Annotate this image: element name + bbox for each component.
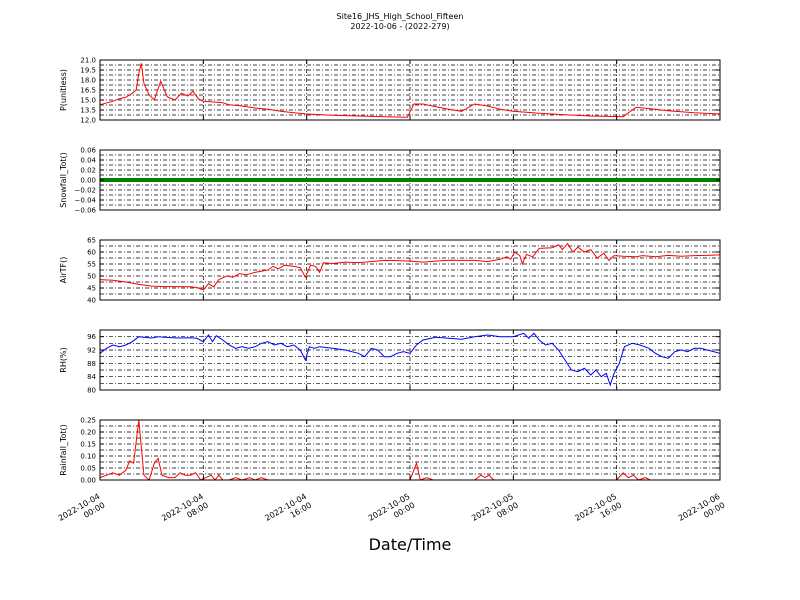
y-tick-label: 96: [87, 333, 96, 341]
y-tick-label: 19.5: [80, 67, 96, 75]
y-tick-label: 88: [87, 360, 96, 368]
y-tick-label: 84: [87, 373, 96, 381]
y-axis-label: RH(%): [59, 347, 68, 372]
y-tick-label: 55: [87, 261, 96, 269]
y-axis-label: Snowfall_Tot(): [59, 152, 68, 208]
y-tick-label: 18.0: [80, 77, 96, 85]
panel-1: −0.06 −0.04 −0.02 0.00 0.02 0.04 0.06 Snowfall_…: [59, 147, 721, 215]
y-tick-label: 0.00: [80, 177, 96, 185]
chart-title-line-2: 2022-10-06 - (2022-279): [350, 22, 449, 31]
y-tick-label: 0.20: [80, 429, 96, 437]
panel-2: 40 45 50 55 60 65 AirTF(): [59, 237, 721, 305]
series-line: [99, 332, 721, 387]
y-tick-label: 92: [87, 347, 96, 355]
y-axis-label: AirTF(): [59, 257, 68, 284]
series-line: [99, 63, 721, 118]
y-tick-label: 0.05: [80, 465, 96, 473]
y-tick-label: 0.00: [80, 477, 96, 485]
y-tick-label: 65: [87, 237, 96, 245]
x-axis-label: Date/Time: [369, 535, 452, 554]
y-tick-label: 0.04: [80, 157, 96, 165]
y-tick-label: 0.10: [80, 453, 96, 461]
panel-3: 80 84 88 92 96 RH(%): [59, 329, 721, 395]
y-tick-label: 40: [87, 297, 96, 305]
panel-0: 12.0 13.5 15.0 16.5 18.0 19.5 21.0 P(unitless): [59, 57, 721, 125]
y-tick-label: 60: [87, 249, 96, 257]
chart-title-line-1: Site16_JHS_High_School_Fifteen: [337, 12, 464, 21]
series-line: [99, 242, 721, 291]
y-tick-label: −0.02: [75, 187, 96, 195]
chart-panels: 12.0 13.5 15.0 16.5 18.0 19.5 21.0 P(unitless) −…: [59, 57, 721, 485]
y-axis-label: Rainfall_Tot(): [59, 424, 68, 476]
y-tick-label: 16.5: [80, 87, 96, 95]
y-tick-label: 80: [87, 387, 96, 395]
y-tick-label: −0.06: [75, 207, 97, 215]
y-tick-label: 45: [87, 285, 96, 293]
y-tick-label: 0.06: [80, 147, 96, 155]
y-tick-label: 12.0: [80, 117, 96, 125]
y-tick-label: 13.5: [80, 107, 96, 115]
y-tick-label: 21.0: [80, 57, 96, 65]
panel-4: 0.00 0.05 0.10 0.15 0.20 0.25 Rainfall_Tot(): [59, 417, 721, 485]
y-axis-label: P(unitless): [59, 69, 68, 111]
y-tick-label: 0.25: [80, 417, 96, 425]
y-tick-label: 0.02: [80, 167, 96, 175]
y-tick-label: 0.15: [80, 441, 96, 449]
y-tick-label: 15.0: [80, 97, 96, 105]
y-tick-label: −0.04: [75, 197, 97, 205]
y-tick-label: 50: [87, 273, 96, 281]
